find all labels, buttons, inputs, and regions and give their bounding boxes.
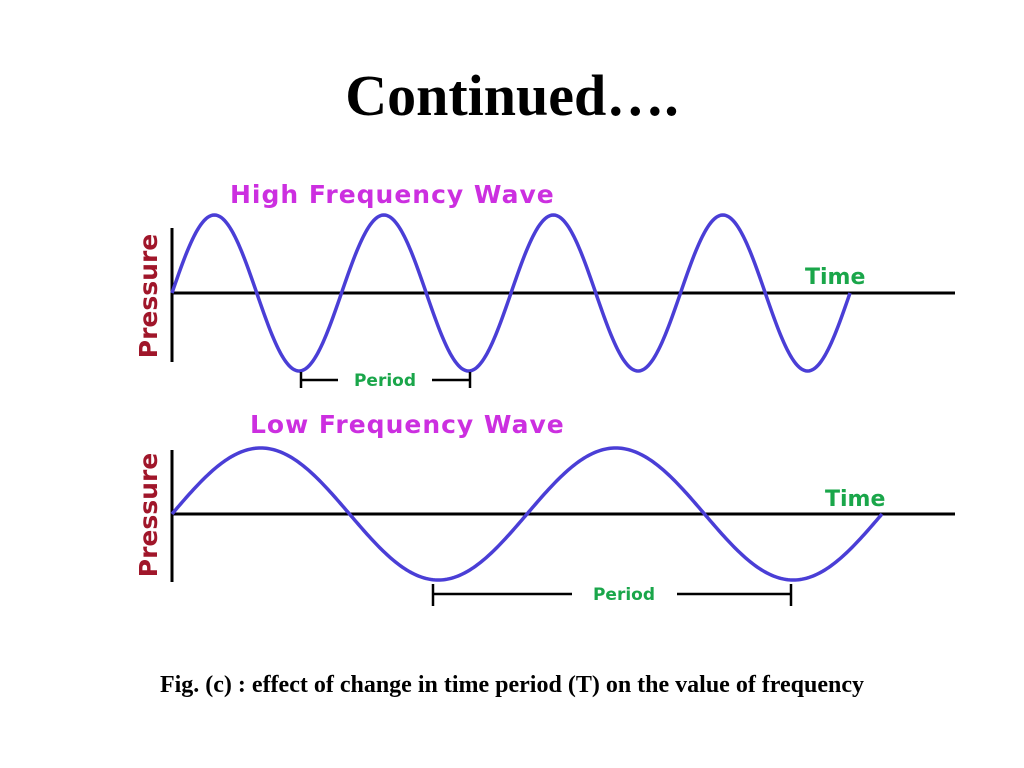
figure-caption: Fig. (c) : effect of change in time peri…	[159, 672, 865, 698]
low-y-axis-label: Pressure	[134, 453, 163, 577]
frequency-diagram: High Frequency Wave Pressure Time Period…	[134, 180, 955, 606]
low-wave-title: Low Frequency Wave	[250, 410, 565, 439]
low-frequency-wave	[170, 446, 884, 582]
high-period-label: Period	[354, 371, 416, 391]
low-period-marker: Period	[431, 584, 793, 606]
low-time-label: Time	[825, 487, 885, 512]
low-frequency-panel: Low Frequency Wave Pressure Time Period	[134, 410, 955, 606]
high-frequency-panel: High Frequency Wave Pressure Time Period	[134, 180, 955, 391]
low-period-label: Period	[593, 585, 655, 605]
high-frequency-wave	[170, 213, 852, 373]
page-title: Continued….	[345, 63, 679, 128]
high-y-axis-label: Pressure	[134, 234, 163, 358]
high-time-label: Time	[805, 265, 865, 290]
high-wave-title: High Frequency Wave	[230, 180, 555, 209]
high-period-marker: Period	[299, 371, 472, 391]
